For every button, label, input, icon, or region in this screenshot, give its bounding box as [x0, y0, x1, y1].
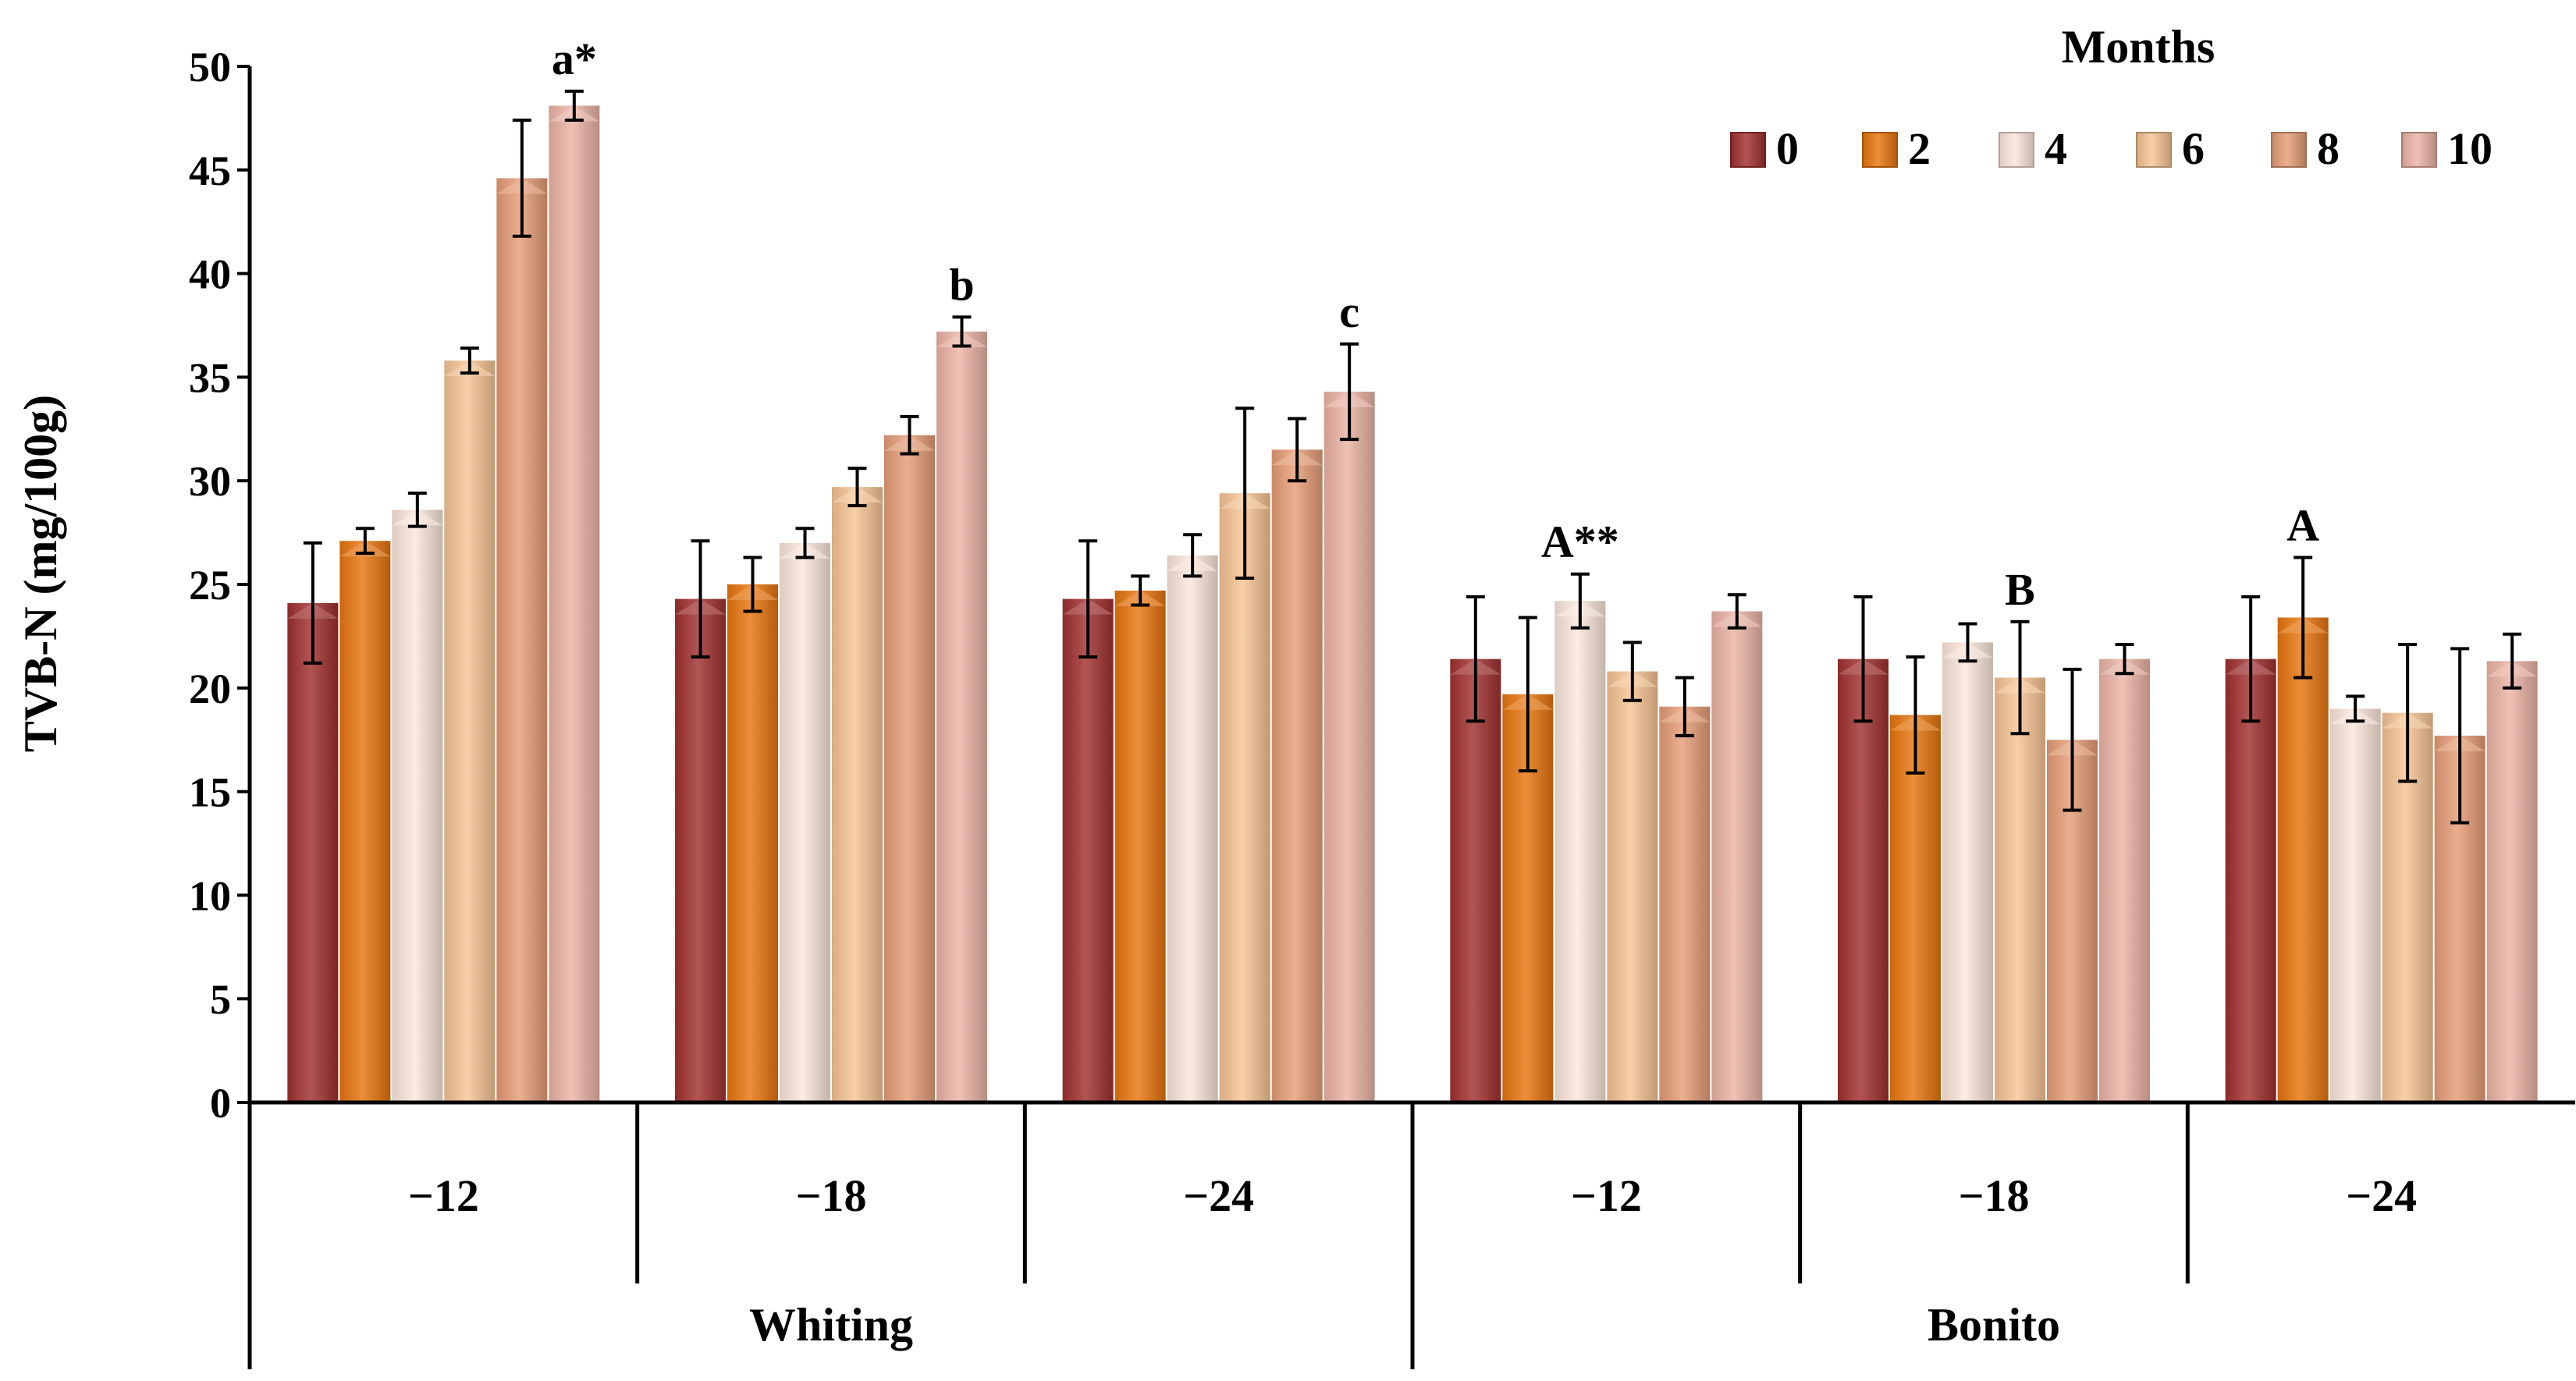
bar-cat2-month-2 [1114, 590, 1166, 1102]
bar-cat1-month-2 [727, 584, 778, 1102]
legend-label-4: 4 [2045, 123, 2067, 174]
annotation-4: B [2005, 564, 2035, 615]
y-tick-label-20: 20 [189, 666, 231, 712]
bar-cat5-month-2 [2277, 617, 2329, 1102]
bar-cat1-month-8 [884, 435, 935, 1102]
bar-cat0-month-6 [444, 360, 496, 1103]
bar-cat5-month-4 [2329, 708, 2381, 1102]
bar-cat0-month-0 [287, 602, 339, 1102]
y-tick-label-35: 35 [189, 354, 231, 401]
y-axis-label: TVB-N (mg/100g) [15, 395, 66, 752]
annotation-2: c [1339, 286, 1359, 337]
category-label-3: −12 [1571, 1170, 1642, 1221]
legend-label-6: 6 [2182, 123, 2205, 174]
legend: Months 0 2 4 6 8 10 [1730, 21, 2493, 174]
annotation-5: A [2286, 499, 2319, 550]
legend-label-2: 2 [1908, 123, 1931, 174]
y-tick-label-40: 40 [189, 251, 231, 298]
legend-label-10: 10 [2447, 123, 2493, 174]
legend-swatch-2 [1862, 132, 1898, 168]
y-tick-label-5: 5 [210, 976, 231, 1023]
bar-cat2-month-6 [1219, 493, 1270, 1102]
bar-cat0-month-10 [549, 105, 600, 1103]
bar-cat3-month-4 [1554, 601, 1606, 1102]
bar-cat2-month-8 [1271, 449, 1323, 1102]
bar-cat4-month-10 [2099, 659, 2150, 1102]
category-label-2: −24 [1183, 1170, 1254, 1221]
legend-title: Months [2062, 21, 2215, 73]
group-label-bonito: Bonito [1928, 1299, 2060, 1351]
legend-label-8: 8 [2317, 123, 2340, 174]
legend-swatch-4 [1999, 132, 2034, 168]
bar-cat5-month-10 [2486, 661, 2538, 1102]
bar-cat4-month-0 [1838, 659, 1888, 1102]
category-label-5: −24 [2346, 1170, 2417, 1221]
y-tick-label-25: 25 [189, 562, 231, 609]
legend-swatch-10 [2401, 132, 2437, 168]
y-tick-label-30: 30 [189, 458, 231, 505]
y-tick-label-15: 15 [189, 769, 231, 816]
error-bars-layer [303, 89, 2522, 825]
bar-cat0-month-4 [392, 509, 443, 1102]
bar-cat0-month-2 [339, 541, 391, 1102]
y-tick-label-10: 10 [189, 872, 231, 919]
bar-cat3-month-6 [1607, 671, 1658, 1102]
category-label-1: −18 [795, 1170, 866, 1221]
y-tick-label-0: 0 [210, 1080, 231, 1127]
bar-cat2-month-0 [1062, 598, 1114, 1102]
bar-cat4-month-2 [1890, 715, 1941, 1102]
bar-cat4-month-6 [1995, 677, 2045, 1102]
y-tick-label-50: 50 [189, 44, 231, 91]
bars-layer [287, 105, 2538, 1103]
category-label-0: −12 [408, 1170, 479, 1221]
bar-cat1-month-0 [675, 598, 726, 1102]
bar-cat4-month-4 [1942, 642, 1993, 1102]
bar-cat2-month-4 [1167, 555, 1218, 1102]
bar-cat1-month-10 [936, 331, 987, 1102]
legend-swatch-0 [1730, 132, 1766, 168]
bar-cat3-month-0 [1450, 659, 1501, 1102]
annotation-3: A** [1541, 517, 1619, 567]
bar-cat1-month-6 [832, 487, 883, 1102]
bar-cat0-month-8 [496, 178, 548, 1103]
group-label-whiting: Whiting [749, 1299, 913, 1351]
annotation-0: a* [552, 34, 597, 84]
bar-cat5-month-0 [2225, 659, 2276, 1102]
bar-cat3-month-8 [1659, 706, 1711, 1102]
annotation-1: b [949, 259, 974, 310]
y-tick-label-45: 45 [189, 147, 231, 194]
category-label-4: −18 [1958, 1170, 2029, 1221]
legend-label-0: 0 [1776, 123, 1799, 174]
legend-swatch-6 [2136, 132, 2172, 168]
bar-cat2-month-10 [1324, 391, 1375, 1102]
annotations-layer: a* b c A** B A [552, 34, 2319, 615]
bar-cat3-month-10 [1711, 611, 1763, 1102]
bar-cat1-month-4 [780, 542, 830, 1102]
legend-swatch-8 [2271, 132, 2307, 168]
